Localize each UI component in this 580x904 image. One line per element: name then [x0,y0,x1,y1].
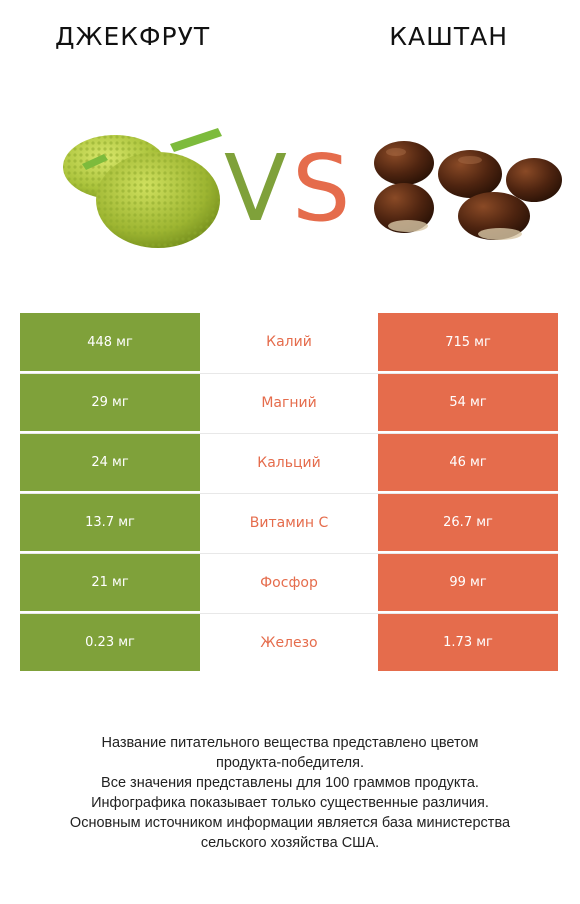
table-row: 29 мг Магний 54 мг [20,373,558,431]
footnote-line: Инфографика показывает только существенн… [91,795,489,811]
table-row: 24 мг Кальций 46 мг [20,433,558,491]
right-value-cell: 46 мг [378,433,558,491]
nutrient-name-cell: Калий [200,313,378,371]
footnote-line: Название питательного вещества представл… [101,735,479,751]
nutrient-name-cell: Кальций [200,433,378,491]
nutrient-name-cell: Витамин С [200,493,378,551]
table-row: 13.7 мг Витамин С 26.7 мг [20,493,558,551]
footnote-line: Все значения представлены для 100 граммо… [101,775,479,791]
footnote: Название питательного вещества представл… [20,733,560,853]
right-value-cell: 54 мг [378,373,558,431]
vs-logo: V S [224,140,350,230]
jackfruit-image [63,128,222,248]
table-row: 448 мг Калий 715 мг [20,313,558,371]
nutrient-comparison-table: 448 мг Калий 715 мг 29 мг Магний 54 мг 24 мг Ка… [20,313,558,673]
vs-s-letter: S [292,140,350,230]
nutrient-name-cell: Магний [200,373,378,431]
right-value-cell: 99 мг [378,553,558,611]
left-value-cell: 29 мг [20,373,200,431]
table-row: 21 мг Фосфор 99 мг [20,553,558,611]
nutrient-name-cell: Железо [200,613,378,671]
chestnut-image [374,141,562,240]
right-product-title: Каштан [389,22,508,51]
vs-v-letter: V [224,140,287,230]
nutrient-name-cell: Фосфор [200,553,378,611]
footnote-line: продукта-победителя. [215,755,365,771]
footnote-line: сельского хозяйства США. [200,835,380,851]
right-value-cell: 715 мг [378,313,558,371]
left-value-cell: 448 мг [20,313,200,371]
left-value-cell: 21 мг [20,553,200,611]
table-row: 0.23 мг Железо 1.73 мг [20,613,558,671]
footnote-line: Основным источником информации является … [69,815,511,831]
right-value-cell: 1.73 мг [378,613,558,671]
left-value-cell: 13.7 мг [20,493,200,551]
right-value-cell: 26.7 мг [378,493,558,551]
left-value-cell: 24 мг [20,433,200,491]
left-product-title: Джекфрут [55,22,211,51]
left-value-cell: 0.23 мг [20,613,200,671]
